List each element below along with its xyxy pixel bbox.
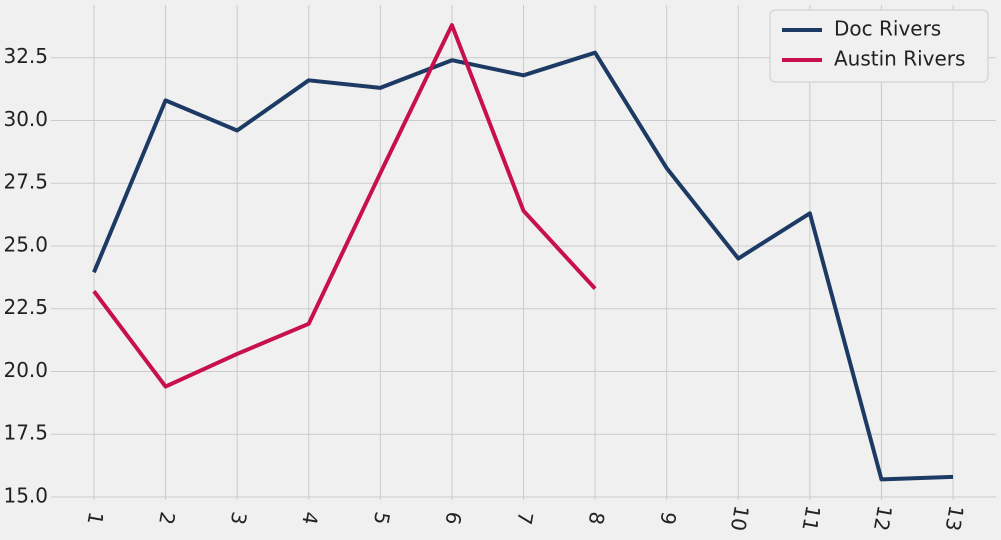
y-tick-label: 22.5 — [3, 295, 48, 319]
y-tick-label: 20.0 — [3, 358, 48, 382]
y-tick-label: 27.5 — [3, 170, 48, 194]
series-line — [92, 50, 954, 482]
y-tick-label: 15.0 — [3, 483, 48, 507]
x-tick-label: 3 — [226, 510, 252, 527]
legend-box — [769, 9, 989, 83]
y-tick-label: 32.5 — [3, 44, 48, 68]
x-tick-label: 5 — [369, 510, 395, 527]
x-tick-label: 6 — [440, 510, 466, 527]
x-tick-label: 8 — [584, 510, 610, 527]
x-tick-label: 9 — [655, 510, 681, 527]
x-tick-label: 4 — [297, 510, 323, 527]
x-tick-label: 2 — [154, 510, 180, 527]
x-tick-label: 7 — [512, 510, 538, 527]
x-tick-label: 13 — [940, 504, 968, 533]
legend-label: Doc Rivers — [834, 17, 941, 41]
x-tick-label: 10 — [726, 504, 754, 533]
y-tick-label: 25.0 — [3, 232, 48, 256]
x-tick-label: 12 — [869, 504, 897, 533]
y-tick-label: 30.0 — [3, 107, 48, 131]
series-line — [92, 23, 597, 389]
legend-label: Austin Rivers — [834, 47, 965, 71]
x-tick-label: 1 — [83, 510, 109, 527]
y-tick-label: 17.5 — [3, 421, 48, 445]
x-tick-label: 11 — [797, 504, 825, 533]
